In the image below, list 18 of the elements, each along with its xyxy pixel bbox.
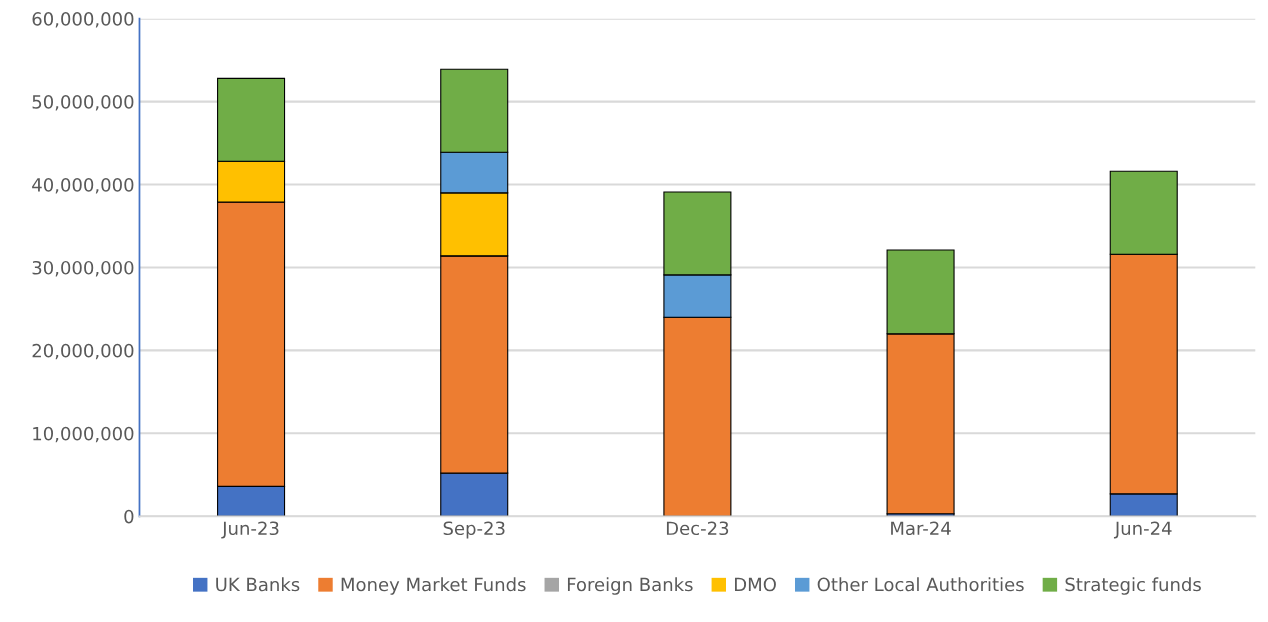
y-tick-label: 10,000,000: [33, 426, 134, 443]
legend-label: Foreign Banks: [567, 577, 693, 595]
y-tick-label: 60,000,000: [32, 12, 134, 28]
legend-label: Money Market Funds: [341, 577, 526, 595]
legend-label: Other Local Authorities: [817, 577, 1024, 592]
legend-label: UK Banks: [216, 577, 300, 592]
x-tick-label: Mar-24: [891, 521, 951, 536]
y-tick-label: 30,000,000: [32, 260, 134, 277]
legend-label: Strategic funds: [1065, 577, 1201, 595]
y-tick-label: 0: [124, 509, 134, 524]
x-tick-label: Sep-23: [443, 521, 505, 539]
x-tick-label: Dec-23: [666, 521, 729, 536]
y-tick-label: 50,000,000: [32, 95, 134, 111]
y-tick-label: 20,000,000: [32, 343, 134, 360]
y-tick-label: 40,000,000: [32, 177, 134, 194]
legend-label: DMO: [735, 577, 776, 592]
x-tick-label: Jun-23: [221, 521, 279, 539]
x-tick-label: Jun-24: [1113, 521, 1172, 539]
